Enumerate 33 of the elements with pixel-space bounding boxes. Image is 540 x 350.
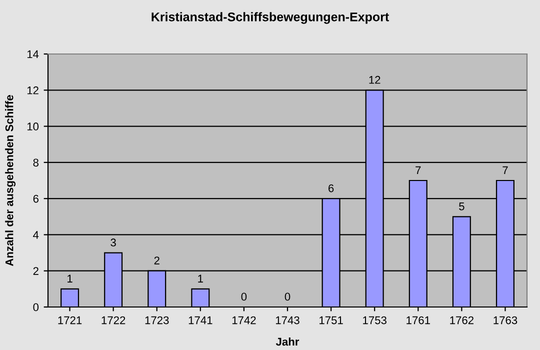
data-label: 0 <box>241 292 247 301</box>
data-label: 2 <box>154 256 160 264</box>
x-tick-label: 1762 <box>450 316 474 324</box>
x-axis-title: Jahr <box>276 337 300 346</box>
data-label: 12 <box>369 76 380 84</box>
chart-title: Kristianstad-Schiffsbewegungen-Export <box>152 12 389 24</box>
y-tick-label: 14 <box>27 50 39 58</box>
data-label: 7 <box>502 166 508 174</box>
data-label: 0 <box>284 292 290 301</box>
y-axis-title: Anzahl der ausgehenden Schiffe <box>5 95 16 266</box>
y-tick-label: 2 <box>33 267 38 275</box>
x-tick-label: 1753 <box>363 316 386 324</box>
y-tick-label: 0 <box>33 303 39 312</box>
data-label: 7 <box>416 166 421 174</box>
x-tick-label: 1742 <box>232 316 256 324</box>
x-tick-label: 1763 <box>494 316 518 324</box>
y-tick-label: 4 <box>33 231 39 239</box>
x-tick-label: 1723 <box>145 316 169 324</box>
data-label: 3 <box>110 238 116 246</box>
y-tick-label: 12 <box>27 86 38 94</box>
y-tick-label: 8 <box>33 158 38 167</box>
y-tick-label: 10 <box>27 122 39 130</box>
x-tick-label: 1741 <box>188 316 212 324</box>
data-label: 6 <box>328 184 334 192</box>
x-tick-label: 1722 <box>102 316 126 324</box>
data-label: 5 <box>459 202 464 210</box>
x-tick-label: 1743 <box>276 316 300 324</box>
x-tick-label: 1761 <box>406 316 430 324</box>
data-label: 1 <box>198 274 203 282</box>
x-tick-label: 1721 <box>58 316 82 324</box>
y-tick-label: 6 <box>33 194 38 203</box>
data-label: 1 <box>68 274 72 282</box>
x-tick-label: 1751 <box>320 316 343 324</box>
